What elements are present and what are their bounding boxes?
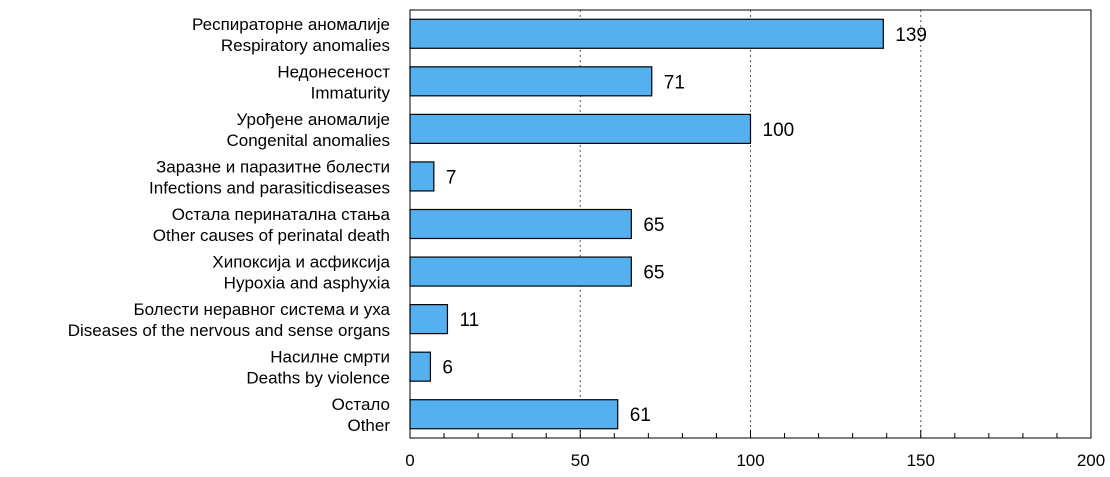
category-labels: Респираторне аномалије Respiratory anomal… — [68, 15, 391, 435]
value-label-7: 6 — [442, 358, 453, 379]
value-labels: 139 71 100 7 65 65 11 6 61 — [442, 25, 927, 426]
category-label-en-7: Deaths by violence — [246, 369, 390, 388]
x-tick-label-100: 100 — [736, 451, 764, 470]
value-label-5: 65 — [643, 263, 664, 284]
value-label-0: 139 — [895, 25, 927, 46]
category-label-sr-3: Заразне и паразитне болести — [156, 157, 390, 176]
category-label-sr-8: Остало — [332, 395, 390, 414]
bar-8 — [409, 399, 619, 430]
bar-3 — [409, 161, 435, 192]
value-label-2: 100 — [763, 120, 795, 141]
category-label-en-6: Diseases of the nervous and sense organs — [68, 321, 390, 340]
bar-2 — [409, 113, 752, 144]
category-label-sr-0: Респираторне аномалије — [192, 15, 390, 34]
category-label-sr-2: Урођене аномалије — [236, 110, 390, 129]
bar-5 — [409, 256, 632, 287]
category-label-en-1: Immaturity — [311, 83, 391, 102]
category-label-en-0: Respiratory anomalies — [221, 36, 390, 55]
bar-0 — [409, 18, 884, 49]
category-label-en-3: Infections and parasiticdiseases — [149, 178, 390, 197]
category-label-sr-6: Болести неравног система и уха — [133, 300, 390, 319]
bar-7 — [409, 351, 432, 382]
category-label-sr-4: Остала перинатална стања — [172, 205, 391, 224]
category-label-en-8: Other — [347, 416, 390, 435]
category-label-sr-1: Недонесеност — [277, 62, 390, 81]
bar-6 — [409, 304, 449, 335]
x-tick-label-200: 200 — [1077, 451, 1105, 470]
category-label-en-2: Congenital anomalies — [227, 131, 391, 150]
bars — [409, 18, 884, 430]
value-label-3: 7 — [446, 167, 457, 188]
x-tick-label-150: 150 — [907, 451, 935, 470]
x-tick-label-50: 50 — [571, 451, 590, 470]
x-axis: 0 50 100 150 200 — [405, 430, 1105, 470]
category-label-sr-7: Насилне смрти — [270, 348, 390, 367]
bar-1 — [409, 66, 653, 97]
value-label-4: 65 — [643, 215, 664, 236]
x-tick-label-0: 0 — [405, 451, 414, 470]
value-label-6: 11 — [459, 310, 479, 331]
category-label-en-5: Hypoxia and asphyxia — [224, 274, 391, 293]
category-label-sr-5: Хипоксија и асфиксија — [212, 253, 390, 272]
value-label-1: 71 — [664, 72, 685, 93]
bar-4 — [409, 208, 632, 240]
category-label-en-4: Other causes of perinatal death — [153, 226, 390, 245]
value-label-8: 61 — [630, 405, 651, 426]
